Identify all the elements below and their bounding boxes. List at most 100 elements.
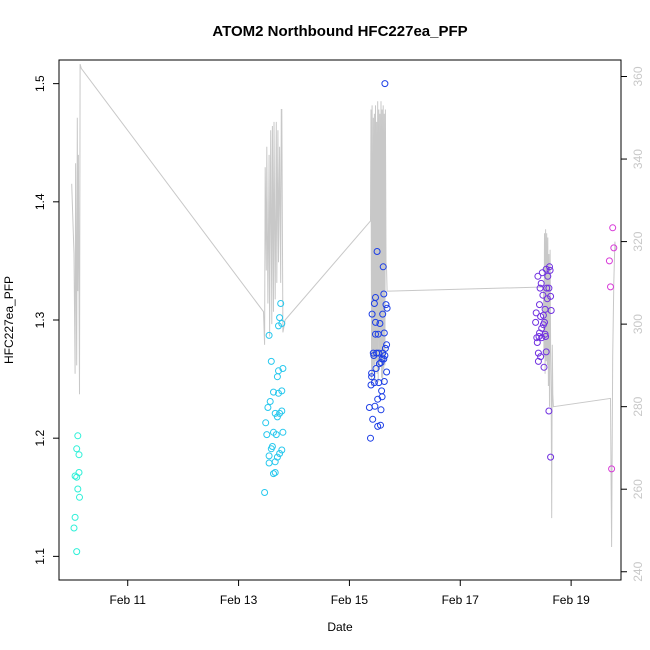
y2-tick-label: 260 (631, 479, 645, 499)
x-tick-label: Feb 19 (552, 593, 590, 607)
y2-tick-label: 240 (631, 561, 645, 581)
series-3 (365, 80, 391, 442)
chart-title: ATOM2 Northbound HFC227ea_PFP (212, 23, 467, 40)
data-point (74, 485, 82, 493)
data-point (546, 266, 554, 274)
data-point (542, 348, 550, 356)
data-point (75, 469, 83, 476)
line-series (71, 63, 616, 548)
data-point (379, 310, 387, 318)
y-tick-label: 1.2 (33, 430, 47, 447)
data-point (608, 465, 616, 473)
data-point (71, 513, 79, 521)
data-point (371, 402, 379, 410)
y-axis: 1.1 1.2 1.3 1.4 1.5 (33, 75, 59, 565)
data-point (383, 304, 391, 312)
data-point (265, 459, 273, 467)
data-point (381, 352, 389, 359)
data-point (547, 453, 555, 461)
data-point (380, 290, 388, 298)
data-point (261, 489, 269, 496)
y2-tick-label: 320 (631, 231, 645, 251)
data-point (76, 493, 83, 501)
y-tick-label: 1.1 (33, 548, 47, 565)
data-point (539, 291, 547, 299)
x-tick-label: Feb 13 (220, 593, 258, 607)
data-point (368, 373, 376, 381)
data-point (270, 470, 277, 478)
data-point (379, 263, 387, 271)
data-point (381, 344, 389, 352)
data-point (279, 365, 287, 372)
data-point (276, 450, 284, 457)
data-point (263, 431, 271, 439)
y-tick-label: 1.3 (33, 311, 47, 328)
data-point (383, 368, 391, 376)
data-point (376, 320, 384, 327)
data-point (378, 387, 386, 395)
data-point (610, 244, 618, 252)
data-point (365, 404, 373, 411)
data-point (372, 318, 379, 326)
data-point (377, 406, 385, 414)
data-point (276, 314, 284, 322)
data-point (547, 307, 555, 314)
data-point (370, 379, 378, 387)
x-tick-label: Feb 17 (442, 593, 480, 607)
data-point (538, 324, 546, 332)
data-point (262, 419, 270, 427)
data-point (266, 398, 274, 405)
data-point (607, 283, 614, 291)
data-point (273, 373, 281, 381)
data-point (264, 404, 272, 411)
data-point (536, 284, 544, 292)
data-point (537, 279, 545, 287)
data-point (544, 272, 552, 280)
data-point (543, 284, 551, 292)
data-point (373, 248, 381, 255)
series-2 (261, 300, 287, 496)
data-point (75, 451, 83, 459)
data-point (278, 446, 286, 454)
data-point (372, 330, 379, 338)
data-point (265, 331, 273, 339)
data-point (382, 301, 390, 309)
data-point (372, 365, 380, 372)
data-point (267, 357, 275, 365)
data-point (273, 453, 281, 461)
x-tick-label: Feb 11 (109, 593, 146, 607)
x-axis: Feb 11 Feb 13 Feb 15 Feb 17 Feb 19 (109, 580, 590, 607)
series-1 (70, 432, 83, 556)
series-5 (605, 224, 618, 473)
y2-tick-label: 340 (631, 149, 645, 169)
data-point (375, 379, 383, 387)
data-point (278, 387, 286, 395)
data-point (73, 548, 81, 556)
data-point (71, 472, 79, 480)
data-point (369, 415, 377, 423)
data-point (279, 428, 287, 436)
y2-tick-label: 360 (631, 66, 645, 86)
y2-axis: 240 260 280 300 320 340 360 (621, 66, 645, 582)
data-point (542, 333, 550, 340)
y-axis-label: HFC227ea_PFP (2, 276, 16, 364)
data-point (74, 432, 82, 440)
data-point (534, 349, 542, 357)
data-point (383, 341, 391, 349)
data-point (271, 409, 279, 417)
data-point (271, 469, 279, 476)
data-point (276, 409, 284, 417)
data-point (532, 309, 540, 317)
data-point (268, 443, 276, 450)
data-point (545, 284, 553, 292)
data-point (534, 272, 542, 280)
y2-tick-label: 280 (631, 396, 645, 416)
x-axis-label: Date (327, 620, 353, 634)
data-point (278, 320, 286, 327)
scatter-points (70, 80, 618, 556)
data-point (278, 407, 286, 415)
data-point (378, 393, 386, 401)
data-point (541, 318, 548, 326)
y-tick-label: 1.5 (33, 75, 47, 92)
